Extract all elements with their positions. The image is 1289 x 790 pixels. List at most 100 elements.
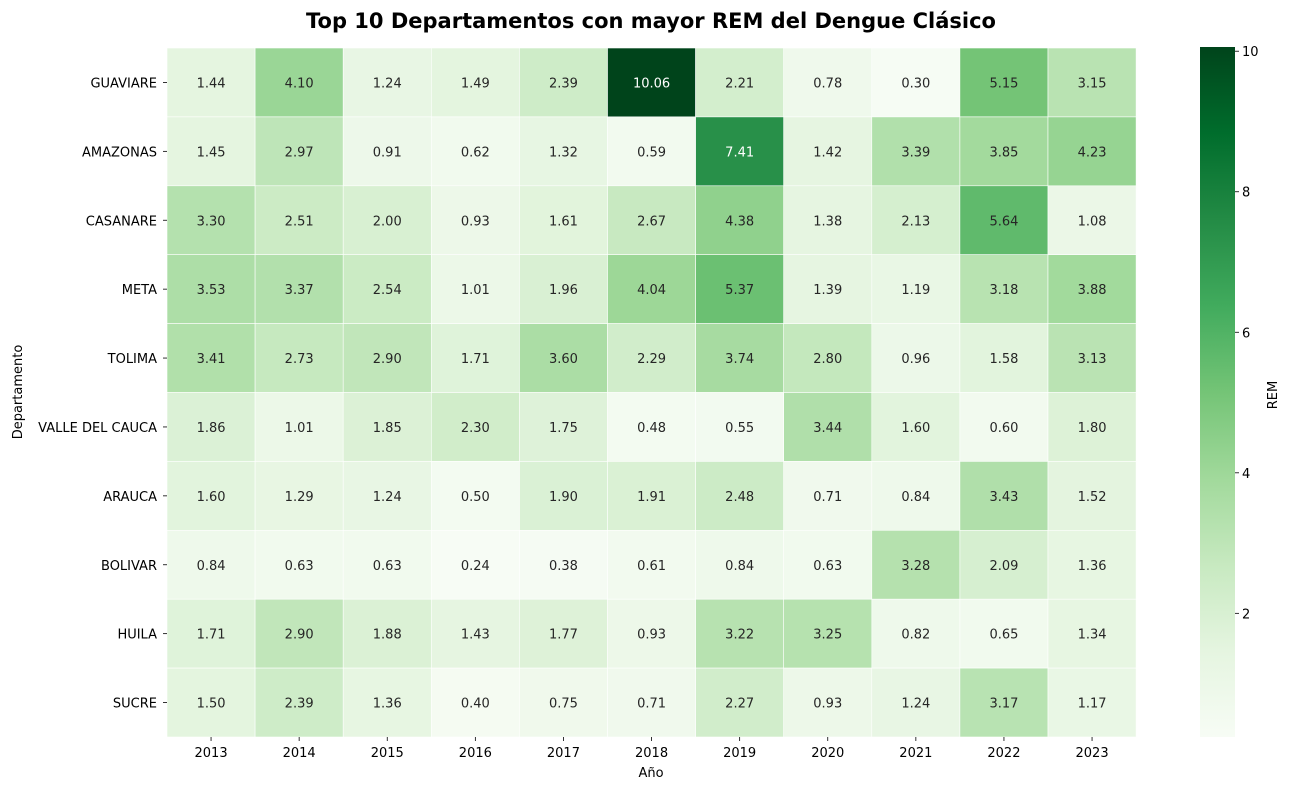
y-tick-label: META xyxy=(122,283,157,298)
cell-value-label: 1.50 xyxy=(197,697,226,712)
heatmap-cell xyxy=(1047,116,1137,187)
cell-value-label: 1.34 xyxy=(1078,628,1107,643)
heatmap-cell xyxy=(342,185,432,256)
cell-value-label: 2.90 xyxy=(373,352,402,367)
cell-value-label: 10.06 xyxy=(633,76,670,91)
cell-value-label: 3.53 xyxy=(197,283,226,298)
heatmap-cell xyxy=(430,47,520,118)
heatmap-cell xyxy=(871,392,961,462)
y-tick-label: ARAUCA xyxy=(103,490,157,505)
colorbar-gradient xyxy=(1200,47,1235,737)
cell-value-label: 0.40 xyxy=(461,697,490,712)
heatmap-cell xyxy=(430,529,520,600)
cell-value-label: 1.01 xyxy=(461,283,490,298)
cell-value-label: 1.01 xyxy=(285,421,314,436)
cell-value-label: 2.90 xyxy=(285,628,314,643)
cell-value-label: 3.28 xyxy=(901,559,930,574)
heatmap-cell xyxy=(783,461,873,531)
heatmap-cell xyxy=(166,461,256,531)
cell-value-label: 3.17 xyxy=(989,697,1018,712)
cell-value-label: 0.93 xyxy=(813,697,842,712)
heatmap-cell xyxy=(254,461,344,531)
cell-value-label: 0.63 xyxy=(813,559,842,574)
heatmap-cell xyxy=(519,116,608,187)
cell-value-label: 2.67 xyxy=(637,214,666,229)
x-tick-label: 2019 xyxy=(723,746,756,761)
heatmap-cell xyxy=(519,47,608,118)
heatmap-cell xyxy=(695,116,784,187)
heatmap-cell xyxy=(519,461,608,531)
heatmap-cell xyxy=(519,254,608,324)
heatmap-cell xyxy=(871,323,961,393)
cell-value-label: 1.36 xyxy=(1078,559,1107,574)
heatmap-cell xyxy=(607,529,696,600)
cell-value-label: 1.24 xyxy=(373,76,402,91)
cell-value-label: 1.45 xyxy=(197,145,226,160)
cell-value-label: 0.71 xyxy=(813,490,842,505)
heatmap-cell xyxy=(519,185,608,256)
cell-value-label: 3.39 xyxy=(901,145,930,160)
colorbar-tick-label: 2 xyxy=(1242,607,1250,622)
heatmap-cell xyxy=(871,461,961,531)
cell-value-label: 0.91 xyxy=(373,145,402,160)
heatmap-cell xyxy=(783,116,873,187)
cell-value-label: 0.30 xyxy=(901,76,930,91)
heatmap-cell xyxy=(607,47,696,118)
cell-value-label: 3.43 xyxy=(989,490,1018,505)
heatmap-cell xyxy=(1047,323,1137,393)
y-axis-label: Departamento xyxy=(11,345,26,440)
cell-value-label: 1.60 xyxy=(901,421,930,436)
cell-value-label: 0.65 xyxy=(989,628,1018,643)
cell-value-label: 3.22 xyxy=(725,628,754,643)
heatmap-cell xyxy=(430,392,520,462)
cell-value-label: 0.63 xyxy=(373,559,402,574)
cell-value-label: 0.93 xyxy=(461,214,490,229)
heatmap-cell xyxy=(519,323,608,393)
cell-value-label: 1.49 xyxy=(461,76,490,91)
heatmap-cell xyxy=(871,116,961,187)
heatmap-cell xyxy=(342,667,432,738)
cell-value-label: 1.29 xyxy=(285,490,314,505)
heatmap-cell xyxy=(254,529,344,600)
cell-value-label: 2.54 xyxy=(373,283,402,298)
cell-value-labels: 1.44 4.10 1.24 1.49 2.39 10.06 2.21 0.78 0.30 5.1… xyxy=(197,76,1107,711)
cell-value-label: 3.74 xyxy=(725,352,754,367)
cell-value-label: 4.23 xyxy=(1078,145,1107,160)
heatmap-cell xyxy=(871,598,961,669)
colorbar: 2 4 6 8 10 xyxy=(1200,45,1259,737)
heatmap-cell xyxy=(342,254,432,324)
heatmap-cell xyxy=(342,461,432,531)
heatmap-cell xyxy=(783,667,873,738)
heatmap-cells xyxy=(166,47,1137,738)
colorbar-tick-label: 6 xyxy=(1242,326,1250,341)
cell-value-label: 2.97 xyxy=(285,145,314,160)
cell-value-label: 1.42 xyxy=(813,145,842,160)
heatmap-cell xyxy=(695,185,784,256)
cell-value-label: 2.39 xyxy=(285,697,314,712)
heatmap-cell xyxy=(1047,529,1137,600)
cell-value-label: 0.59 xyxy=(637,145,666,160)
cell-value-label: 4.38 xyxy=(725,214,754,229)
heatmap-cell xyxy=(166,667,256,738)
heatmap-cell xyxy=(783,47,873,118)
heatmap-cell xyxy=(166,598,256,669)
x-tick-label: 2018 xyxy=(635,746,668,761)
heatmap-cell xyxy=(1047,254,1137,324)
cell-value-label: 1.32 xyxy=(549,145,578,160)
heatmap-cell xyxy=(430,461,520,531)
cell-value-label: 7.41 xyxy=(725,145,754,160)
heatmap-cell xyxy=(1047,461,1137,531)
cell-value-label: 2.73 xyxy=(285,352,314,367)
heatmap-cell xyxy=(430,667,520,738)
heatmap-cell xyxy=(695,392,784,462)
cell-value-label: 1.80 xyxy=(1078,421,1107,436)
cell-value-label: 4.04 xyxy=(637,283,666,298)
cell-value-label: 0.63 xyxy=(285,559,314,574)
cell-value-label: 0.61 xyxy=(637,559,666,574)
y-tick-label: SUCRE xyxy=(113,697,157,712)
heatmap-cell xyxy=(166,323,256,393)
x-tick-label: 2015 xyxy=(371,746,404,761)
y-tick-label: AMAZONAS xyxy=(82,145,157,160)
cell-value-label: 2.48 xyxy=(725,490,754,505)
